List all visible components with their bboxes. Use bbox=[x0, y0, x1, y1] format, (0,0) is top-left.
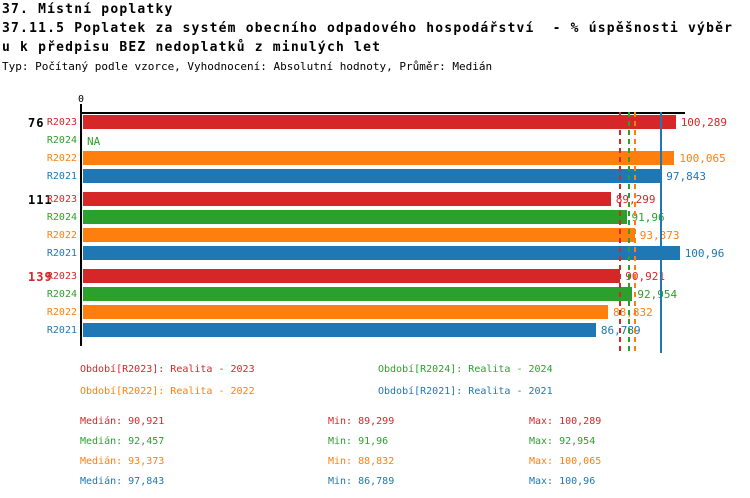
max-stat-R2024: Max: 92,954 bbox=[529, 436, 596, 447]
series-label: R2021 bbox=[46, 171, 77, 182]
median-stat-R2023: Medián: 90,921 bbox=[80, 416, 165, 427]
chart-meta: Typ: Počítaný podle vzorce, Vyhodnocení:… bbox=[2, 60, 493, 73]
series-label: R2021 bbox=[46, 325, 77, 336]
legend-item-R2022: Období[R2022]: Realita - 2022 bbox=[80, 386, 255, 397]
axis-line-top bbox=[80, 112, 685, 114]
median-stat-R2024: Medián: 92,457 bbox=[80, 436, 165, 447]
series-label: R2022 bbox=[46, 307, 77, 318]
na-label: NA bbox=[87, 135, 101, 148]
bar-value-label: 90,921 bbox=[625, 270, 666, 283]
bar-value-label: 100,96 bbox=[684, 247, 725, 260]
bar-value-label: 100,065 bbox=[679, 152, 726, 165]
max-stat-R2023: Max: 100,289 bbox=[529, 416, 602, 427]
bar-R2023 bbox=[83, 192, 611, 206]
bar-R2022 bbox=[83, 228, 635, 242]
series-label: R2024 bbox=[46, 135, 77, 146]
series-label: R2023 bbox=[46, 117, 77, 128]
series-label: R2024 bbox=[46, 289, 77, 300]
bar-value-label: 93,373 bbox=[640, 229, 680, 242]
axis-line-left bbox=[80, 112, 82, 346]
series-label: R2023 bbox=[46, 194, 77, 205]
series-label: R2022 bbox=[46, 230, 77, 241]
series-label: R2024 bbox=[46, 212, 77, 223]
bar-R2021 bbox=[83, 246, 680, 260]
max-stat-R2022: Max: 100,065 bbox=[529, 456, 602, 467]
chart-subtitle: 37.11.5 Poplatek za systém obecního odpa… bbox=[2, 21, 734, 36]
group-label: 139 bbox=[28, 270, 53, 284]
max-stat-R2021: Max: 100,96 bbox=[529, 476, 596, 487]
legend-item-R2024: Období[R2024]: Realita - 2024 bbox=[378, 364, 553, 375]
bar-R2022 bbox=[83, 151, 675, 165]
axis-tick bbox=[80, 104, 82, 112]
page-title: 37. Místní poplatky bbox=[2, 2, 174, 17]
axis-zero-label: 0 bbox=[77, 94, 85, 105]
legend-item-R2021: Období[R2021]: Realita - 2021 bbox=[378, 386, 553, 397]
min-stat-R2023: Min: 89,299 bbox=[328, 416, 395, 427]
median-line-R2024 bbox=[628, 112, 631, 353]
bar-R2024 bbox=[83, 210, 627, 224]
median-stat-R2022: Medián: 93,373 bbox=[80, 456, 165, 467]
bar-R2024 bbox=[83, 287, 633, 301]
median-line-R2021 bbox=[660, 112, 663, 353]
bar-value-label: 92,954 bbox=[637, 288, 678, 301]
bar-value-label: 88,832 bbox=[613, 306, 653, 319]
median-line-R2022 bbox=[633, 112, 636, 353]
bar-value-label: 100,289 bbox=[680, 116, 728, 129]
min-stat-R2022: Min: 88,832 bbox=[328, 456, 395, 467]
chart-subtitle-2: u k předpisu BEZ nedoplatků z minulých l… bbox=[2, 40, 382, 55]
min-stat-R2024: Min: 91,96 bbox=[328, 436, 389, 447]
bar-R2022 bbox=[83, 305, 608, 319]
series-label: R2021 bbox=[46, 248, 77, 259]
bar-R2023 bbox=[83, 269, 621, 283]
median-line-R2023 bbox=[619, 112, 622, 353]
min-stat-R2021: Min: 86,789 bbox=[328, 476, 395, 487]
bar-R2021 bbox=[83, 169, 662, 183]
legend-item-R2023: Období[R2023]: Realita - 2023 bbox=[80, 364, 255, 375]
series-label: R2023 bbox=[46, 271, 77, 282]
median-stat-R2021: Medián: 97,843 bbox=[80, 476, 165, 487]
bar-value-label: 91,96 bbox=[631, 211, 665, 224]
bar-value-label: 97,843 bbox=[666, 170, 707, 183]
group-label: 76 bbox=[28, 116, 45, 130]
series-label: R2022 bbox=[46, 153, 77, 164]
bar-R2023 bbox=[83, 115, 676, 129]
bar-R2021 bbox=[83, 323, 596, 337]
group-label: 111 bbox=[28, 193, 53, 207]
